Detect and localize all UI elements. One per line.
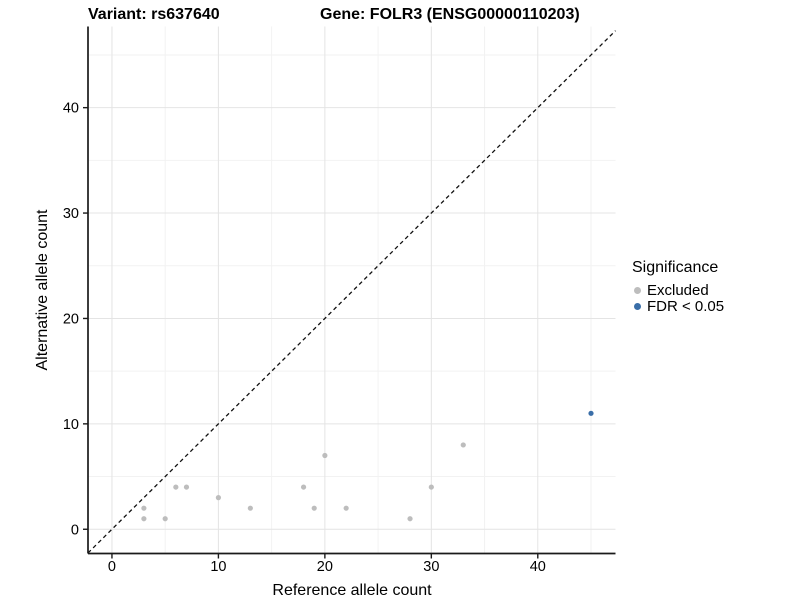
legend-item-fdr: FDR < 0.05 [632, 297, 797, 315]
data-point-excluded [162, 516, 168, 522]
data-point-excluded [141, 516, 147, 522]
plot-title-row: Variant: rs637640 Gene: FOLR3 (ENSG00000… [0, 6, 800, 28]
data-point-excluded [215, 495, 222, 501]
x-tick-label: 30 [423, 559, 439, 575]
gene-title: Gene: FOLR3 (ENSG00000110203) [320, 6, 580, 23]
y-tick-label: 0 [71, 522, 79, 538]
legend-item-excluded: Excluded [632, 281, 797, 299]
data-point-excluded [343, 505, 349, 511]
data-point-excluded [247, 505, 253, 511]
legend-title: Significance [632, 259, 719, 276]
identity-line [87, 30, 616, 554]
legend: Significance Excluded FDR < 0.05 [632, 258, 797, 315]
excluded-dot-icon [634, 286, 641, 294]
data-point-excluded [311, 505, 317, 511]
variant-title: Variant: rs637640 [88, 6, 220, 23]
data-point-excluded [183, 484, 190, 490]
x-tick-label: 0 [108, 559, 116, 575]
y-axis-title: Alternative allele count [34, 209, 51, 371]
y-tick-label: 30 [63, 206, 79, 222]
y-tick-label: 20 [63, 311, 79, 327]
legend-item-label: Excluded [647, 281, 709, 299]
x-tick-label: 20 [317, 559, 333, 575]
x-tick-label: 40 [530, 559, 546, 575]
data-point-excluded [141, 505, 147, 511]
y-tick-label: 40 [63, 101, 79, 117]
data-point-excluded [322, 452, 328, 459]
x-axis-title: Reference allele count [272, 582, 432, 599]
data-point-excluded [407, 516, 413, 522]
data-point-excluded [428, 484, 434, 490]
y-tick-label: 10 [63, 417, 79, 433]
data-point-excluded [173, 484, 179, 490]
x-tick-label: 10 [210, 559, 226, 575]
data-point-significant [588, 410, 594, 416]
fdr-dot-icon [634, 302, 641, 310]
data-point-excluded [460, 442, 466, 448]
data-point-excluded [300, 484, 307, 490]
legend-item-label: FDR < 0.05 [647, 297, 725, 315]
